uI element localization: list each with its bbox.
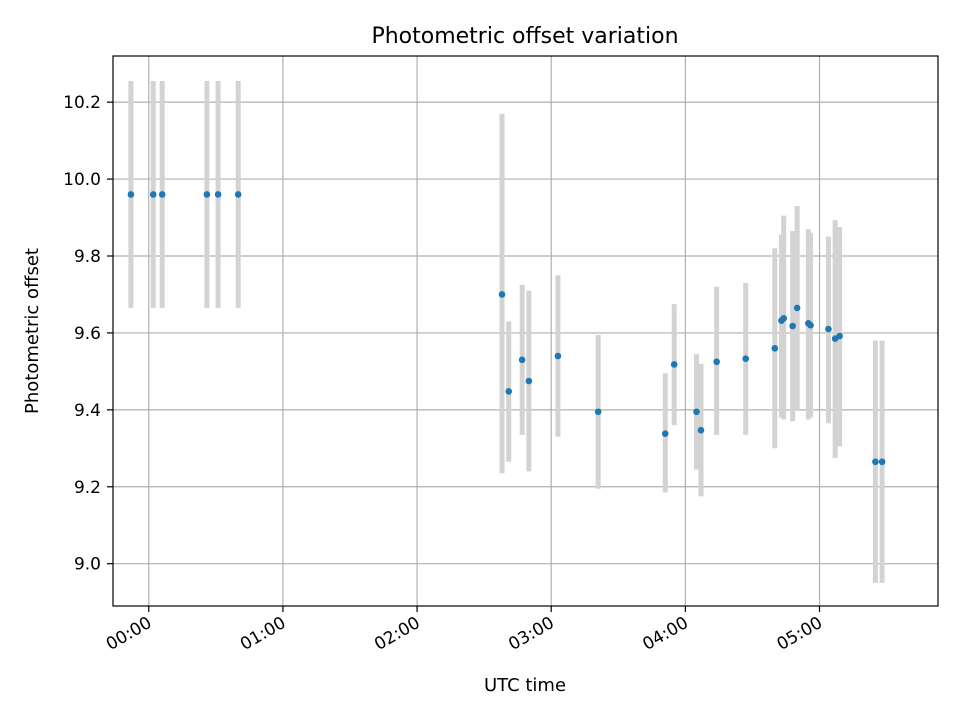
data-point <box>836 332 843 340</box>
data-point <box>713 358 720 366</box>
data-point <box>214 191 222 198</box>
data-point <box>697 426 705 434</box>
y-tick-label: 9.6 <box>74 324 101 344</box>
data-point <box>234 191 242 198</box>
data-point <box>594 408 602 416</box>
y-tick-label: 9.8 <box>74 247 101 267</box>
x-tick-label: 00:00 <box>103 613 155 655</box>
y-tick-label: 9.4 <box>74 401 101 421</box>
data-point <box>780 315 788 322</box>
data-point <box>742 355 750 362</box>
data-point <box>793 304 801 312</box>
data-point <box>525 377 533 385</box>
y-tick-label: 9.0 <box>74 555 101 575</box>
data-point <box>203 191 211 198</box>
x-tick-label: 02:00 <box>371 613 423 655</box>
data-point <box>878 458 886 466</box>
data-point <box>554 352 562 360</box>
data-point <box>670 361 678 368</box>
y-axis-label: Photometric offset <box>22 248 43 414</box>
data-point <box>789 322 796 330</box>
data-point <box>807 321 814 329</box>
data-point <box>158 191 166 198</box>
chart-title: Photometric offset variation <box>371 24 678 49</box>
data-point <box>872 458 879 466</box>
y-tick-label: 10.2 <box>63 93 101 113</box>
x-tick-label: 05:00 <box>774 613 826 655</box>
x-tick-label: 04:00 <box>639 613 691 655</box>
y-tick-label: 10.0 <box>63 170 101 190</box>
data-point <box>498 291 506 298</box>
plot-frame <box>112 55 939 607</box>
plot-area: 9.0 9.2 9.4 9.6 9.8 10.0 10.2 00:00 01:00 02:00 03… <box>63 56 938 655</box>
x-axis-label: UTC time <box>484 675 566 696</box>
data-point <box>771 345 779 352</box>
data-point <box>825 325 832 333</box>
data-point <box>149 191 157 198</box>
y-tick-label: 9.2 <box>74 478 101 498</box>
data-point <box>127 191 135 198</box>
x-tick-label: 03:00 <box>505 613 557 655</box>
data-point <box>661 430 669 437</box>
data-point <box>518 356 526 364</box>
data-point <box>693 408 700 416</box>
x-tick-label: 01:00 <box>237 613 289 655</box>
data-point <box>505 388 513 395</box>
